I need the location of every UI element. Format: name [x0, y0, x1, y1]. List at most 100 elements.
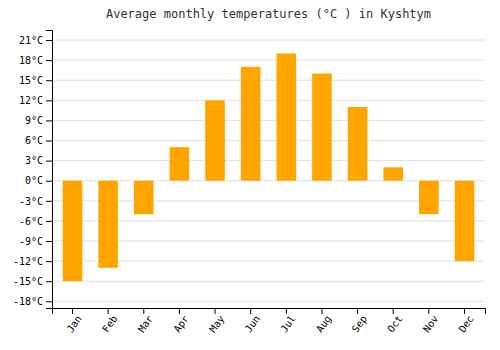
y-tick: -3°C: [19, 196, 52, 207]
y-tick-label: -6°C: [19, 216, 43, 227]
x-tick-label: Mar: [136, 313, 155, 334]
x-tick-mark: [321, 308, 322, 314]
y-tick-mark: [46, 100, 52, 101]
y-tick-label: -9°C: [19, 236, 43, 247]
grid-line: [52, 80, 485, 81]
x-tick-mark: [143, 308, 144, 314]
x-tick-label: Jul: [278, 313, 297, 334]
y-tick: -6°C: [19, 216, 52, 227]
y-tick: 6°C: [25, 135, 52, 146]
grid-line: [52, 40, 485, 41]
bar: [348, 107, 368, 181]
bar: [205, 100, 225, 180]
x-tick: Apr: [171, 308, 190, 334]
x-tick-label: Jun: [243, 313, 262, 334]
x-tick: Jul: [278, 308, 297, 334]
y-tick: -18°C: [13, 296, 52, 307]
grid: [52, 40, 485, 301]
y-axis-line: [46, 31, 53, 309]
x-tick-mark: [72, 308, 73, 314]
x-tick-mark: [108, 308, 109, 314]
x-tick-label: Apr: [171, 313, 190, 334]
y-tick: 3°C: [25, 155, 52, 166]
y-tick-label: -15°C: [13, 276, 43, 287]
y-tick-label: 21°C: [19, 35, 43, 46]
grid-line: [52, 160, 485, 161]
bar: [383, 167, 403, 180]
grid-line: [52, 120, 485, 121]
x-tick: Feb: [100, 308, 119, 334]
x-tick-label: Oct: [385, 313, 404, 334]
y-tick: -12°C: [13, 256, 52, 267]
y-tick-label: 0°C: [25, 175, 43, 186]
x-tick-label: Nov: [421, 313, 440, 334]
plot-area: -18°C -15°C -12°C -9°C -6°C -3°C 0°C 3°C 6°C 9°C 1…: [13, 31, 486, 335]
y-tick-mark: [46, 221, 52, 222]
y-tick: -9°C: [19, 236, 52, 247]
x-tick: Mar: [136, 308, 155, 334]
y-tick: 21°C: [19, 35, 52, 46]
y-tick-mark: [46, 261, 52, 262]
x-tick-mark: [179, 308, 180, 314]
bar: [455, 181, 475, 261]
grid-line: [52, 60, 485, 61]
y-tick-mark: [46, 80, 52, 81]
x-tick: Jun: [243, 308, 262, 334]
x-tick-label: Dec: [457, 313, 476, 334]
y-axis: -18°C -15°C -12°C -9°C -6°C -3°C 0°C 3°C 6°C 9°C 1…: [13, 31, 53, 309]
y-tick-mark: [46, 241, 52, 242]
y-tick-mark: [46, 60, 52, 61]
bars: [63, 53, 475, 281]
y-tick-mark: [46, 40, 52, 41]
y-tick-mark: [46, 181, 52, 182]
x-tick: Nov: [421, 308, 440, 334]
y-tick-label: -18°C: [13, 296, 43, 307]
y-tick-label: 9°C: [25, 115, 43, 126]
y-tick: 12°C: [19, 95, 52, 106]
x-tick-mark: [393, 308, 394, 314]
bar: [419, 181, 439, 214]
y-tick: 15°C: [19, 75, 52, 86]
y-tick-mark: [46, 161, 52, 162]
bar: [98, 181, 118, 268]
bar: [312, 74, 332, 181]
x-tick-mark: [215, 308, 216, 314]
grid-line: [52, 301, 485, 302]
x-tick-label: Aug: [314, 313, 333, 334]
y-tick-label: 18°C: [19, 55, 43, 66]
chart-container: -18°C -15°C -12°C -9°C -6°C -3°C 0°C 3°C 6°C 9°C 1…: [0, 0, 500, 350]
x-axis: Jan Feb Mar Apr May Jun Jul Aug Sep Oct Nov Dec: [53, 308, 486, 334]
y-tick-label: 15°C: [19, 75, 43, 86]
y-tick-label: 3°C: [25, 155, 43, 166]
x-tick: Oct: [385, 308, 404, 334]
y-tick-label: 12°C: [19, 95, 43, 106]
y-tick: -15°C: [13, 276, 52, 287]
x-tick-mark: [250, 308, 251, 314]
x-axis-line: [53, 309, 486, 315]
x-tick-label: Jan: [65, 313, 84, 334]
y-tick-mark: [46, 141, 52, 142]
title: Average monthly temperatures (°C ) in Ky…: [106, 7, 431, 21]
x-tick-label: May: [207, 313, 226, 334]
y-tick: 0°C: [25, 175, 52, 186]
y-tick: 9°C: [25, 115, 52, 126]
x-tick: Aug: [314, 308, 333, 334]
bar: [170, 147, 190, 180]
x-tick-label: Sep: [350, 313, 369, 334]
x-tick: Sep: [350, 308, 369, 334]
x-tick: May: [207, 308, 226, 334]
y-tick-mark: [46, 281, 52, 282]
bar: [134, 181, 154, 214]
y-tick-label: -3°C: [19, 196, 43, 207]
bar: [241, 67, 261, 181]
y-tick-mark: [46, 201, 52, 202]
x-tick-mark: [428, 308, 429, 314]
grid-line: [52, 100, 485, 101]
x-tick: Jan: [65, 308, 84, 334]
y-tick-label: -12°C: [13, 256, 43, 267]
grid-line: [52, 140, 485, 141]
x-tick-mark: [286, 308, 287, 314]
x-tick: Dec: [457, 308, 476, 334]
grid-line: [52, 281, 485, 282]
bar: [277, 53, 297, 180]
